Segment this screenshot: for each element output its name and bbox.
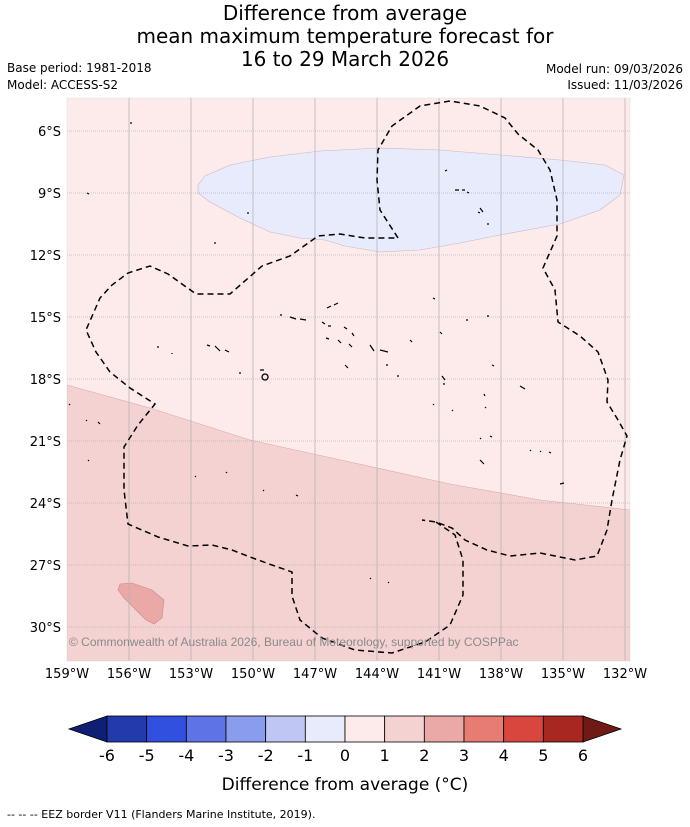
anomaly-2-to-3-region	[117, 582, 165, 625]
lat-label: 24°S	[30, 497, 61, 512]
model-run-label: Model run: 09/03/2026	[545, 62, 683, 76]
longitude-gridlines	[128, 98, 626, 661]
colorbar: -6 -5 -4 -3 -2 -1 0 1 2 3 4 5 6 Difference from aver…	[67, 715, 623, 795]
lat-label: 12°S	[30, 249, 61, 264]
issued-label: Issued: 11/03/2026	[567, 78, 683, 92]
colorbar-tick-label: 1	[380, 746, 390, 765]
longitude-labels: 159°W 156°W 153°W 150°W 147°W 144°W 141°…	[45, 667, 647, 682]
base-period-label: Base period: 1981-2018	[7, 61, 152, 75]
anomaly-1-to-2-region	[67, 384, 630, 661]
colorbar-under-arrow	[67, 715, 108, 743]
lat-label: 21°S	[30, 435, 61, 450]
colorbar-tick-label: 2	[419, 746, 429, 765]
eez-border-east	[376, 100, 628, 561]
lat-label: 6°S	[38, 125, 61, 140]
lon-label: 138°W	[479, 667, 523, 682]
eez-border-legend: -- -- -- EEZ border V11 (Flanders Marine…	[7, 808, 316, 821]
island-outlines	[68, 122, 565, 584]
colorbar-segment	[185, 715, 227, 743]
lon-label: 159°W	[45, 667, 89, 682]
colorbar-segment	[344, 715, 386, 743]
colorbar-segment	[423, 715, 465, 743]
anomaly-neg1-to-0-region	[197, 147, 625, 253]
lon-label: 156°W	[107, 667, 151, 682]
forecast-map: © Commonwealth of Australia 2026, Bureau…	[30, 97, 647, 795]
colorbar-segment	[503, 715, 544, 743]
lon-label: 144°W	[355, 667, 399, 682]
lat-label: 15°S	[30, 311, 61, 326]
title-line-2: mean maximum temperature forecast for	[136, 24, 554, 48]
copyright-notice: © Commonwealth of Australia 2026, Bureau…	[69, 635, 519, 649]
eez-border-west	[85, 233, 464, 654]
latitude-labels: 6°S 9°S 12°S 15°S 18°S 21°S 24°S 27°S 30…	[30, 125, 61, 636]
colorbar-tick-label: -2	[258, 746, 274, 765]
colorbar-segment	[384, 715, 425, 743]
lat-label: 18°S	[30, 373, 61, 388]
colorbar-over-arrow	[582, 715, 623, 743]
lon-label: 153°W	[169, 667, 213, 682]
lon-label: 147°W	[293, 667, 337, 682]
model-label: Model: ACCESS-S2	[7, 78, 119, 92]
colorbar-tick-label: 6	[578, 746, 588, 765]
colorbar-segment	[225, 715, 267, 743]
colorbar-tick-label: -6	[99, 746, 115, 765]
lon-label: 150°W	[231, 667, 275, 682]
colorbar-tick-label: 5	[538, 746, 548, 765]
title-line-1: Difference from average	[222, 1, 468, 25]
lat-label: 27°S	[30, 559, 61, 574]
colorbar-segment	[463, 715, 505, 743]
lon-label: 132°W	[603, 667, 647, 682]
colorbar-tick-label: -3	[218, 746, 234, 765]
title-line-3: 16 to 29 March 2026	[240, 47, 450, 71]
lon-label: 141°W	[417, 667, 461, 682]
lon-label: 135°W	[541, 667, 585, 682]
colorbar-tick-label: 0	[340, 746, 350, 765]
colorbar-tick-label: 4	[499, 746, 509, 765]
colorbar-segment	[265, 715, 306, 743]
colorbar-tick-label: -1	[297, 746, 313, 765]
lat-label: 30°S	[30, 621, 61, 636]
colorbar-segment	[146, 715, 187, 743]
colorbar-segment	[542, 715, 584, 743]
lat-label: 9°S	[38, 187, 61, 202]
colorbar-segment	[304, 715, 346, 743]
colorbar-tick-label: -5	[139, 746, 155, 765]
colorbar-title: Difference from average (°C)	[222, 775, 469, 795]
colorbar-segment	[106, 715, 148, 743]
colorbar-tick-label: -4	[178, 746, 194, 765]
colorbar-tick-label: 3	[459, 746, 469, 765]
